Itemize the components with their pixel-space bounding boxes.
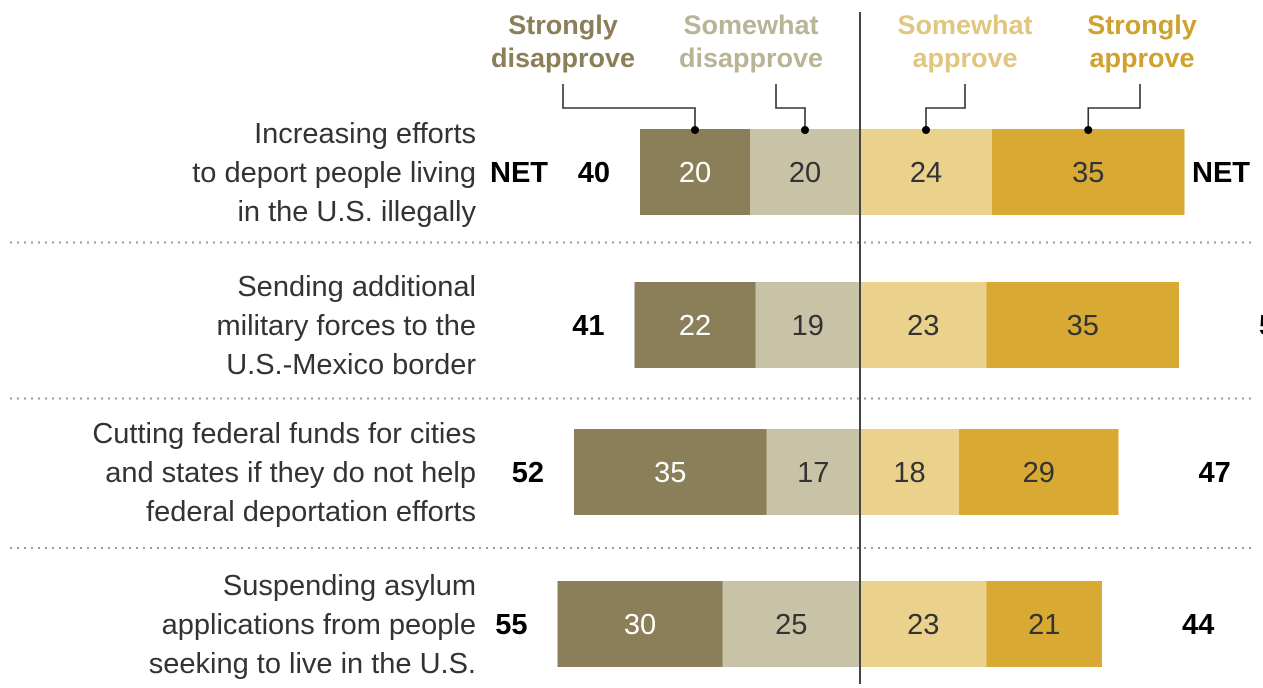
category-label: Sending additional xyxy=(237,271,476,303)
bar-segment xyxy=(750,129,860,215)
bar-segment xyxy=(634,282,756,368)
category-label: in the U.S. illegally xyxy=(237,196,476,228)
category-label: Cutting federal funds for cities xyxy=(92,418,476,450)
legend-leader-dot xyxy=(1084,126,1093,134)
bar-segment xyxy=(860,129,992,215)
category-label: seeking to live in the U.S. xyxy=(149,648,476,680)
net-disapprove-value: 55 xyxy=(495,609,527,641)
category-label: Increasing efforts xyxy=(254,118,476,150)
legend-label: approve xyxy=(1089,43,1194,73)
segment-value: 24 xyxy=(910,157,942,189)
net-disapprove-value: 41 xyxy=(572,310,604,342)
segment-value: 17 xyxy=(797,457,829,489)
segment-value: 21 xyxy=(1028,609,1060,641)
segment-value: 22 xyxy=(679,310,711,342)
legend-leader-dot xyxy=(922,126,930,134)
legend-leader-line xyxy=(775,84,806,130)
legend-leader-line xyxy=(1087,84,1141,130)
legend-label: disapprove xyxy=(679,43,823,73)
legend-label: approve xyxy=(912,43,1017,73)
segment-value: 20 xyxy=(789,157,821,189)
legend-leader-line xyxy=(562,84,696,130)
legend-leader-dot xyxy=(801,126,809,134)
segment-value: 35 xyxy=(1072,157,1104,189)
legend-leader-line xyxy=(925,84,966,130)
bar-segment xyxy=(860,429,959,515)
legend-label: Strongly xyxy=(508,10,618,40)
category-label: and states if they do not help xyxy=(105,457,476,489)
segment-value: 30 xyxy=(624,609,656,641)
legend-leader-dot xyxy=(691,126,699,134)
category-label: to deport people living xyxy=(192,157,476,189)
legend-label: Strongly xyxy=(1087,10,1197,40)
legend-label: Somewhat xyxy=(897,10,1032,40)
segment-value: 25 xyxy=(775,609,807,641)
bar-segment xyxy=(722,581,860,667)
net-label: NET xyxy=(490,157,548,189)
bar-segment xyxy=(766,429,860,515)
net-disapprove-value: 52 xyxy=(512,457,544,489)
segment-value: 23 xyxy=(907,609,939,641)
segment-value: 18 xyxy=(893,457,925,489)
bar-segment xyxy=(860,581,987,667)
bar-segment xyxy=(959,429,1119,515)
net-approve-value: 47 xyxy=(1199,457,1231,489)
bar-segment xyxy=(860,282,987,368)
legend-label: Somewhat xyxy=(683,10,818,40)
net-approve-value: 44 xyxy=(1182,609,1214,641)
segment-value: 23 xyxy=(907,310,939,342)
segment-value: 35 xyxy=(654,457,686,489)
bar-segment xyxy=(557,581,723,667)
bar-segment xyxy=(986,282,1179,368)
bar-segment xyxy=(992,129,1185,215)
bar-segment xyxy=(574,429,767,515)
net-disapprove-value: 40 xyxy=(578,157,610,189)
bar-segment xyxy=(640,129,750,215)
segment-value: 29 xyxy=(1023,457,1055,489)
category-label: federal deportation efforts xyxy=(146,496,476,528)
category-label: Suspending asylum xyxy=(223,570,476,602)
segment-value: 35 xyxy=(1067,310,1099,342)
bar-segment xyxy=(755,282,860,368)
net-label: NET xyxy=(1192,157,1250,189)
segment-value: 20 xyxy=(679,157,711,189)
bar-segment xyxy=(986,581,1102,667)
legend-label: disapprove xyxy=(491,43,635,73)
segment-value: 19 xyxy=(792,310,824,342)
category-label: military forces to the xyxy=(217,310,476,342)
net-approve-value: 58 xyxy=(1259,310,1263,342)
category-label: applications from people xyxy=(162,609,476,641)
category-label: U.S.-Mexico border xyxy=(226,349,476,381)
